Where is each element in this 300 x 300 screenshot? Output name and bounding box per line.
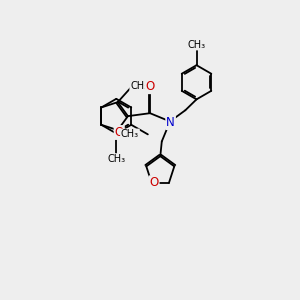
- Text: O: O: [146, 80, 154, 93]
- Text: O: O: [149, 176, 159, 189]
- Text: N: N: [166, 116, 175, 129]
- Text: CH₃: CH₃: [107, 154, 125, 164]
- Text: O: O: [115, 126, 124, 139]
- Text: CH₃: CH₃: [121, 129, 139, 140]
- Text: CH₃: CH₃: [130, 81, 148, 91]
- Text: CH₃: CH₃: [188, 40, 206, 50]
